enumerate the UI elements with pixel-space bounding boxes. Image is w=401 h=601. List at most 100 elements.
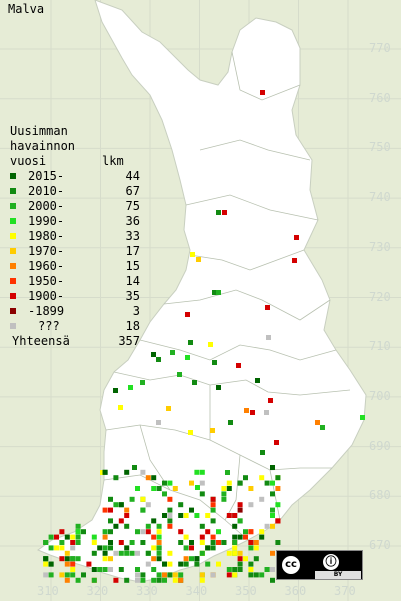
observation-square bbox=[259, 475, 265, 481]
observation-square bbox=[270, 465, 275, 470]
observation-square bbox=[265, 305, 270, 310]
observation-square bbox=[259, 496, 265, 502]
observation-square bbox=[48, 561, 54, 567]
by-label: BY bbox=[315, 571, 361, 579]
observation-square bbox=[135, 550, 140, 556]
observation-square bbox=[248, 572, 254, 578]
observation-square bbox=[167, 513, 173, 518]
observation-square bbox=[75, 577, 81, 583]
observation-square bbox=[91, 577, 97, 583]
observation-square bbox=[128, 385, 133, 390]
observation-square bbox=[237, 534, 243, 540]
x-tick-label: 340 bbox=[185, 584, 208, 598]
observation-square bbox=[177, 372, 182, 377]
observation-square bbox=[260, 450, 265, 455]
observation-square bbox=[205, 513, 211, 518]
observation-square bbox=[221, 540, 227, 545]
observation-square bbox=[113, 550, 119, 556]
observation-square bbox=[113, 475, 119, 481]
observation-square bbox=[118, 405, 123, 410]
observation-square bbox=[59, 545, 65, 551]
observation-square bbox=[91, 540, 97, 545]
observation-square bbox=[221, 491, 227, 497]
observation-square bbox=[113, 577, 119, 583]
observation-square bbox=[199, 491, 205, 497]
legend-item-label: 1950- bbox=[28, 274, 65, 288]
x-tick-label: 310 bbox=[37, 584, 59, 598]
observation-square bbox=[190, 252, 195, 257]
observation-square bbox=[253, 556, 259, 562]
observation-square bbox=[162, 513, 167, 518]
observation-square bbox=[156, 420, 161, 425]
observation-square bbox=[199, 534, 205, 540]
observation-square bbox=[102, 529, 108, 535]
observation-square bbox=[70, 556, 76, 562]
legend-item-count: 18 bbox=[125, 319, 140, 333]
observation-square bbox=[275, 518, 281, 524]
observation-square bbox=[248, 540, 254, 545]
observation-square bbox=[237, 556, 243, 562]
legend-total-label: Yhteensä bbox=[12, 334, 70, 348]
observation-square bbox=[172, 486, 178, 491]
observation-square bbox=[75, 534, 81, 540]
observation-square bbox=[228, 420, 233, 425]
observation-square bbox=[97, 567, 103, 572]
observation-square bbox=[178, 529, 184, 535]
observation-square bbox=[135, 577, 140, 583]
observation-square bbox=[255, 378, 260, 383]
observation-square bbox=[189, 540, 194, 545]
observation-square bbox=[102, 534, 108, 540]
legend-item-count: 15 bbox=[125, 259, 140, 273]
observation-square bbox=[236, 363, 241, 368]
observation-square bbox=[275, 540, 281, 545]
y-tick-label: 770 bbox=[369, 41, 391, 55]
observation-square bbox=[210, 572, 216, 578]
observation-square bbox=[140, 469, 146, 475]
observation-square bbox=[64, 561, 70, 567]
observation-square bbox=[135, 486, 140, 491]
observation-square bbox=[113, 388, 118, 393]
observation-square bbox=[237, 550, 243, 556]
observation-square bbox=[294, 235, 299, 240]
cc-by-license-badge[interactable]: cc ⓘ BY bbox=[276, 550, 363, 580]
observation-square bbox=[86, 561, 92, 567]
observation-square bbox=[259, 529, 265, 535]
observation-square bbox=[243, 556, 248, 562]
observation-square bbox=[205, 561, 211, 567]
legend-col-year: vuosi bbox=[10, 154, 47, 168]
observation-square bbox=[59, 572, 65, 578]
observation-square bbox=[70, 572, 76, 578]
observation-square bbox=[140, 572, 146, 578]
observation-square bbox=[124, 513, 130, 518]
legend-item-label: -1899 bbox=[28, 304, 65, 318]
observation-square bbox=[102, 556, 108, 562]
legend-item-count: 35 bbox=[125, 289, 140, 303]
observation-square bbox=[70, 567, 76, 572]
observation-square bbox=[108, 545, 113, 551]
y-tick-label: 720 bbox=[369, 289, 391, 304]
observation-square bbox=[108, 496, 113, 502]
observation-square bbox=[75, 540, 81, 545]
observation-square bbox=[156, 545, 162, 551]
observation-square bbox=[151, 545, 157, 551]
observation-square bbox=[199, 577, 205, 583]
observation-square bbox=[156, 550, 162, 556]
legend-header-line-2: havainnon bbox=[10, 139, 76, 153]
legend: Uusimman havainnon vuosi lkm 2015- 44 2010… bbox=[10, 124, 140, 349]
y-tick-label: 670 bbox=[369, 538, 391, 552]
observation-square bbox=[243, 475, 248, 481]
legend-item: 1970- 17 bbox=[10, 244, 140, 259]
observation-square bbox=[102, 550, 108, 556]
y-tick-label: 750 bbox=[369, 140, 391, 155]
observation-square bbox=[162, 491, 167, 497]
legend-item: 1980- 33 bbox=[10, 229, 140, 244]
observation-square bbox=[156, 577, 162, 583]
legend-item: ??? 18 bbox=[10, 319, 140, 334]
observation-square bbox=[140, 529, 146, 535]
observation-square bbox=[135, 529, 140, 535]
observation-square bbox=[183, 534, 189, 540]
cc-icon: cc bbox=[280, 554, 302, 576]
observation-square bbox=[145, 523, 151, 529]
observation-square bbox=[108, 540, 113, 545]
